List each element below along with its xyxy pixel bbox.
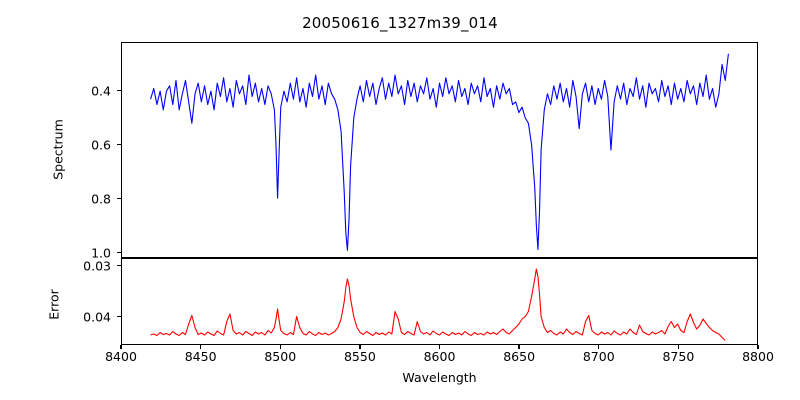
tick-mark: [117, 265, 121, 267]
x-tick-label: 8800: [742, 349, 774, 364]
x-tick-label: 8600: [423, 349, 456, 364]
spectrum-y-tick-label: 0.8: [91, 191, 111, 207]
error-y-axis-label: Error: [46, 289, 62, 320]
tick-mark: [117, 143, 121, 146]
tick-mark: [279, 345, 281, 349]
tick-mark: [117, 251, 121, 254]
spectrum-y-tick-label: 0.4: [91, 83, 111, 99]
x-tick-label: 8750: [662, 349, 695, 364]
spectrum-y-tick-label: 1.0: [91, 245, 111, 261]
tick-mark: [677, 345, 680, 349]
x-tick-label: 8650: [503, 349, 536, 364]
tick-mark: [598, 345, 600, 349]
x-tick-label: 8500: [264, 349, 297, 364]
x-tick-label: 8550: [343, 349, 376, 364]
tick-mark: [359, 345, 361, 349]
x-tick-label: 8400: [105, 349, 137, 364]
x-tick-label: 8450: [184, 349, 217, 364]
tick-mark: [757, 345, 759, 349]
figure-title: 20050616_1327m39_014: [302, 14, 498, 32]
tick-mark: [117, 197, 121, 200]
tick-mark: [117, 89, 121, 92]
spectrum-plot-area: [121, 42, 758, 258]
error-plot-area: [121, 258, 758, 345]
error-line-series: [122, 259, 757, 344]
x-tick-label: 8700: [582, 349, 615, 364]
tick-mark: [438, 345, 441, 349]
tick-mark: [518, 345, 520, 349]
error-y-tick-label: 0.04: [83, 309, 111, 325]
spectrum-y-tick-label: 0.6: [91, 137, 111, 153]
error-y-tick-label: 0.03: [83, 258, 111, 274]
tick-mark: [117, 316, 121, 318]
x-axis-label: Wavelength: [402, 370, 477, 385]
tick-mark: [120, 345, 122, 349]
tick-mark: [199, 345, 202, 349]
spectrum-line-series: [122, 43, 757, 257]
